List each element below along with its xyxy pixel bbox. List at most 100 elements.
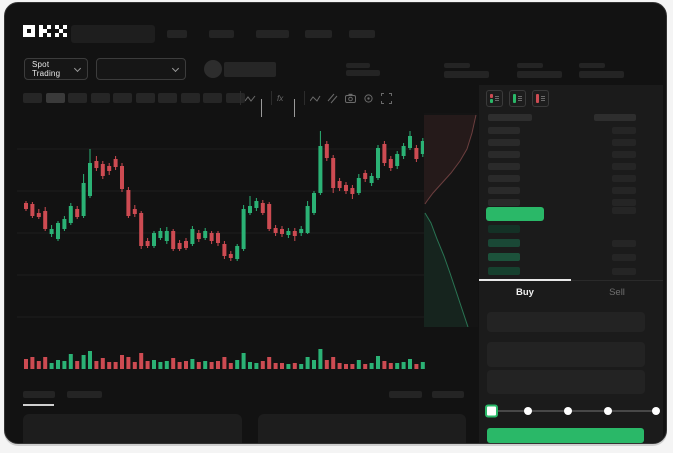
candlestick — [228, 254, 233, 258]
pair-search-box[interactable] — [71, 25, 155, 43]
candlestick-chart[interactable] — [17, 113, 428, 331]
chevron-down-icon — [171, 64, 180, 72]
candlestick — [209, 233, 214, 241]
ask-price-placeholder[interactable] — [488, 163, 520, 170]
candlestick — [267, 204, 272, 229]
tab-sell[interactable]: Sell — [609, 287, 625, 298]
bottom-tab-placeholder-active[interactable] — [23, 391, 55, 398]
chart-style-icon[interactable] — [245, 94, 257, 104]
slider-stop[interactable] — [652, 407, 660, 415]
candlestick — [164, 231, 169, 241]
candlestick — [196, 233, 201, 239]
bid-amount-placeholder — [612, 268, 636, 275]
pair-dropdown[interactable] — [96, 58, 186, 80]
interval-button[interactable] — [158, 93, 177, 103]
volume-bar — [145, 361, 150, 369]
bottom-link-placeholder[interactable] — [389, 391, 422, 398]
bid-price-placeholder[interactable] — [488, 253, 520, 261]
order-amount-field[interactable] — [487, 342, 645, 367]
volume-bar — [241, 353, 246, 369]
nav-item-placeholder[interactable] — [209, 30, 234, 38]
okx-logo[interactable] — [23, 24, 69, 40]
volume-bar — [107, 362, 112, 369]
volume-bar — [43, 357, 48, 369]
slider-stop[interactable] — [564, 407, 572, 415]
candlestick — [107, 166, 112, 171]
candlestick — [299, 229, 304, 233]
order-total-field[interactable] — [487, 370, 645, 394]
volume-bar — [209, 362, 214, 369]
candlestick — [363, 173, 368, 179]
bottom-link-placeholder[interactable] — [432, 391, 464, 398]
candlestick — [324, 144, 329, 158]
candlestick — [222, 244, 227, 256]
interval-button[interactable] — [225, 93, 245, 103]
ask-price-placeholder[interactable] — [488, 199, 520, 206]
candlestick — [273, 228, 278, 233]
ask-price-placeholder[interactable] — [488, 127, 520, 134]
interval-button[interactable] — [68, 93, 87, 103]
volume-bar — [120, 355, 124, 369]
bid-price-placeholder[interactable] — [488, 239, 520, 247]
candlestick — [152, 233, 156, 246]
bottom-tab-placeholder[interactable] — [67, 391, 102, 398]
line-tool-icon[interactable] — [310, 95, 321, 103]
volume-bar — [414, 364, 419, 369]
interval-button[interactable] — [23, 93, 42, 103]
interval-button[interactable] — [135, 93, 155, 103]
indicators-icon[interactable]: fx — [277, 94, 284, 103]
bid-price-placeholder[interactable] — [488, 225, 520, 233]
interval-button[interactable] — [90, 93, 110, 103]
volume-bar — [68, 354, 73, 369]
compare-icon[interactable] — [327, 93, 338, 104]
orderbook-view-bids-icon[interactable] — [509, 90, 526, 107]
volume-bar — [216, 361, 220, 369]
nav-item-placeholder[interactable] — [167, 30, 187, 38]
volume-bar — [344, 364, 348, 369]
orderbook-view-both-icon[interactable] — [486, 90, 503, 107]
slider-handle[interactable] — [485, 404, 498, 418]
slider-stop[interactable] — [604, 407, 612, 415]
candlestick — [62, 219, 67, 229]
last-price-value-placeholder — [346, 70, 380, 76]
bottom-tab-active-underline — [23, 404, 54, 406]
candlestick — [75, 209, 80, 217]
interval-button[interactable] — [203, 93, 222, 103]
volume-bar — [267, 357, 272, 369]
orderbook-view-asks-icon[interactable] — [532, 90, 549, 107]
volume-bar — [260, 361, 265, 369]
ask-amount-placeholder — [612, 139, 636, 146]
interval-button[interactable] — [45, 93, 65, 103]
candlestick — [414, 148, 419, 159]
tab-buy[interactable]: Buy — [516, 287, 534, 298]
nav-item-placeholder[interactable] — [349, 30, 375, 38]
ask-price-placeholder[interactable] — [488, 175, 520, 182]
nav-item-placeholder[interactable] — [256, 30, 289, 38]
pair-name-placeholder — [224, 62, 276, 77]
volume-bar — [158, 362, 163, 369]
last-price-highlight[interactable] — [486, 207, 544, 221]
volume-bar — [299, 364, 304, 369]
settings-gear-icon[interactable] — [363, 93, 374, 104]
candlestick — [344, 185, 348, 191]
amount-slider[interactable] — [483, 401, 663, 423]
order-price-field[interactable] — [487, 312, 645, 332]
buy-button[interactable] — [487, 428, 644, 443]
interval-button[interactable] — [113, 93, 132, 103]
candlestick — [331, 158, 336, 188]
market-type-dropdown[interactable]: Spot Trading — [24, 58, 88, 80]
volume-bar — [222, 357, 227, 369]
nav-item-placeholder[interactable] — [305, 30, 332, 38]
ask-price-placeholder[interactable] — [488, 151, 520, 158]
interval-button[interactable] — [180, 93, 200, 103]
volume-chart[interactable] — [17, 333, 437, 373]
slider-stop[interactable] — [524, 407, 532, 415]
candlestick — [36, 213, 41, 217]
market-type-label: Spot Trading — [32, 60, 61, 78]
ask-price-placeholder[interactable] — [488, 139, 520, 146]
camera-icon[interactable] — [345, 93, 356, 103]
ask-price-placeholder[interactable] — [488, 187, 520, 194]
bid-price-placeholder[interactable] — [488, 267, 520, 275]
depth-chart[interactable] — [424, 113, 478, 327]
fullscreen-icon[interactable] — [381, 93, 392, 104]
